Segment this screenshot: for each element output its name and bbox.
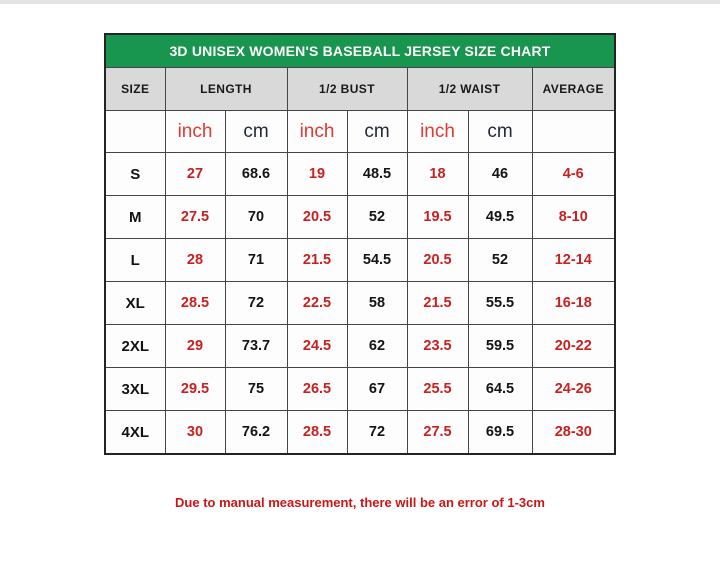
col-header-half-waist: 1/2 WAIST (406, 67, 533, 111)
units-empty-cell (104, 110, 166, 153)
value-cell: 62 (346, 324, 408, 368)
table-row: S 27 68.6 19 48.5 18 46 4-6 (104, 152, 616, 196)
value-cell: 20.5 (286, 195, 348, 239)
table-row: L 28 71 21.5 54.5 20.5 52 12-14 (104, 238, 616, 282)
value-cell: 52 (467, 238, 533, 282)
header-row: SIZE LENGTH 1/2 BUST 1/2 WAIST AVERAGE (104, 67, 616, 111)
value-cell: 24-26 (531, 367, 616, 411)
col-header-size: SIZE (104, 67, 166, 111)
row-size-label: L (104, 238, 166, 282)
value-cell: 28-30 (531, 410, 616, 455)
col-header-half-bust: 1/2 BUST (286, 67, 408, 111)
value-cell: 16-18 (531, 281, 616, 325)
value-cell: 76.2 (224, 410, 288, 455)
value-cell: 58 (346, 281, 408, 325)
size-chart-table: 3D UNISEX WOMEN'S BASEBALL JERSEY SIZE C… (104, 33, 616, 455)
row-size-label: 4XL (104, 410, 166, 455)
table-row: 4XL 30 76.2 28.5 72 27.5 69.5 28-30 (104, 410, 616, 455)
value-cell: 69.5 (467, 410, 533, 455)
value-cell: 24.5 (286, 324, 348, 368)
value-cell: 27 (164, 152, 226, 196)
row-size-label: M (104, 195, 166, 239)
unit-label-inch: inch (406, 110, 469, 153)
chart-title: 3D UNISEX WOMEN'S BASEBALL JERSEY SIZE C… (104, 33, 616, 68)
value-cell: 70 (224, 195, 288, 239)
table-row: 2XL 29 73.7 24.5 62 23.5 59.5 20-22 (104, 324, 616, 368)
value-cell: 27.5 (406, 410, 469, 455)
value-cell: 75 (224, 367, 288, 411)
value-cell: 68.6 (224, 152, 288, 196)
value-cell: 20.5 (406, 238, 469, 282)
value-cell: 29.5 (164, 367, 226, 411)
value-cell: 18 (406, 152, 469, 196)
value-cell: 64.5 (467, 367, 533, 411)
row-size-label: 2XL (104, 324, 166, 368)
value-cell: 12-14 (531, 238, 616, 282)
value-cell: 8-10 (531, 195, 616, 239)
title-row: 3D UNISEX WOMEN'S BASEBALL JERSEY SIZE C… (104, 33, 616, 68)
unit-label-inch: inch (164, 110, 226, 153)
value-cell: 67 (346, 367, 408, 411)
value-cell: 20-22 (531, 324, 616, 368)
value-cell: 59.5 (467, 324, 533, 368)
unit-label-inch: inch (286, 110, 348, 153)
col-header-average: AVERAGE (531, 67, 616, 111)
value-cell: 23.5 (406, 324, 469, 368)
value-cell: 30 (164, 410, 226, 455)
unit-label-cm: cm (224, 110, 288, 153)
value-cell: 22.5 (286, 281, 348, 325)
value-cell: 55.5 (467, 281, 533, 325)
units-row: inch cm inch cm inch cm (104, 110, 616, 153)
value-cell: 49.5 (467, 195, 533, 239)
measurement-note: Due to manual measurement, there will be… (175, 495, 545, 510)
value-cell: 28.5 (286, 410, 348, 455)
row-size-label: XL (104, 281, 166, 325)
table-row: M 27.5 70 20.5 52 19.5 49.5 8-10 (104, 195, 616, 239)
value-cell: 4-6 (531, 152, 616, 196)
col-header-length: LENGTH (164, 67, 288, 111)
top-strip (0, 0, 720, 4)
value-cell: 21.5 (406, 281, 469, 325)
value-cell: 21.5 (286, 238, 348, 282)
unit-label-cm: cm (346, 110, 408, 153)
row-size-label: 3XL (104, 367, 166, 411)
value-cell: 29 (164, 324, 226, 368)
value-cell: 73.7 (224, 324, 288, 368)
value-cell: 48.5 (346, 152, 408, 196)
value-cell: 54.5 (346, 238, 408, 282)
row-size-label: S (104, 152, 166, 196)
value-cell: 19 (286, 152, 348, 196)
value-cell: 72 (346, 410, 408, 455)
value-cell: 71 (224, 238, 288, 282)
value-cell: 19.5 (406, 195, 469, 239)
value-cell: 46 (467, 152, 533, 196)
units-empty-cell (531, 110, 616, 153)
unit-label-cm: cm (467, 110, 533, 153)
value-cell: 28 (164, 238, 226, 282)
table-row: 3XL 29.5 75 26.5 67 25.5 64.5 24-26 (104, 367, 616, 411)
value-cell: 28.5 (164, 281, 226, 325)
value-cell: 52 (346, 195, 408, 239)
value-cell: 26.5 (286, 367, 348, 411)
value-cell: 72 (224, 281, 288, 325)
value-cell: 27.5 (164, 195, 226, 239)
value-cell: 25.5 (406, 367, 469, 411)
table-row: XL 28.5 72 22.5 58 21.5 55.5 16-18 (104, 281, 616, 325)
